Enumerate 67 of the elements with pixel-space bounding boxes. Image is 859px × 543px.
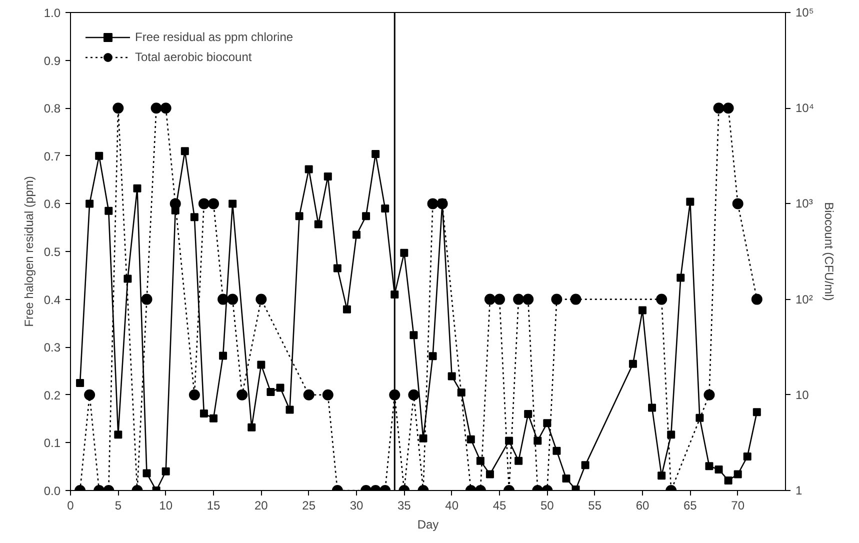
x-tick-label: 55 <box>588 498 602 512</box>
point <box>732 198 744 210</box>
point <box>170 198 181 210</box>
legend-label: Free residual as ppm chlorine <box>135 30 294 44</box>
y-axis-title: Free halogen residual (ppm) <box>22 176 36 327</box>
point <box>551 294 562 305</box>
y2-tick-label: 10 <box>796 388 810 402</box>
y2-tick-label: 10⁴ <box>796 101 814 116</box>
point <box>522 294 534 305</box>
point <box>436 198 448 210</box>
point <box>427 198 438 210</box>
y2-tick-label: 10² <box>796 292 813 306</box>
x-tick-label: 30 <box>350 498 364 512</box>
y-tick-label: 0.9 <box>44 54 61 68</box>
point <box>227 294 238 305</box>
point <box>141 294 152 305</box>
point <box>713 102 724 114</box>
point <box>236 389 248 400</box>
x-tick-label: 15 <box>206 498 220 512</box>
y-tick-label: 0.6 <box>44 197 61 212</box>
x-tick-label: 40 <box>445 498 459 512</box>
point <box>84 389 96 400</box>
y2-tick-label: 1 <box>796 484 802 498</box>
x-tick-label: 45 <box>492 498 506 512</box>
x-tick-label: 20 <box>254 498 268 512</box>
y-tick-label: 1.0 <box>44 6 61 20</box>
y-tick-label: 0.1 <box>44 436 61 450</box>
point <box>322 389 334 400</box>
y-tick-label: 0.2 <box>44 388 61 402</box>
legend-label: Total aerobic biocount <box>135 50 252 64</box>
point <box>656 294 668 305</box>
y2-tick-label: 10³ <box>796 196 813 211</box>
point <box>722 102 734 114</box>
point <box>198 198 210 210</box>
y-tick-label: 0.0 <box>44 484 61 498</box>
y2-axis-title: Biocount (CFU/ml) <box>822 202 836 301</box>
point <box>256 294 267 305</box>
point <box>218 294 229 305</box>
y-tick-label: 0.8 <box>44 102 61 116</box>
x-tick-label: 35 <box>397 498 412 512</box>
y2-tick-label: 10⁵ <box>796 6 814 20</box>
point <box>408 389 420 400</box>
y-tick-label: 0.4 <box>44 292 61 307</box>
x-axis-title: Day <box>417 518 439 532</box>
point <box>303 389 314 400</box>
point <box>112 102 124 114</box>
point <box>188 389 200 400</box>
x-tick-label: 5 <box>114 498 122 512</box>
point <box>484 294 496 305</box>
x-tick-label: 25 <box>302 498 316 512</box>
point <box>150 102 162 114</box>
x-tick-label: 50 <box>540 498 554 512</box>
x-tick-label: 60 <box>636 498 650 512</box>
point <box>704 389 715 400</box>
y-tick-label: 0.3 <box>44 340 61 355</box>
x-tick-label: 70 <box>731 498 745 512</box>
x-tick-label: 0 <box>67 498 74 512</box>
point <box>513 294 524 305</box>
point <box>160 102 172 114</box>
x-tick-label: 10 <box>159 498 173 512</box>
point <box>570 294 582 305</box>
point <box>751 294 762 305</box>
point <box>494 294 505 305</box>
y-tick-label: 0.7 <box>44 149 61 164</box>
point <box>208 198 219 210</box>
y-tick-label: 0.5 <box>44 245 61 259</box>
x-tick-label: 65 <box>683 498 698 512</box>
